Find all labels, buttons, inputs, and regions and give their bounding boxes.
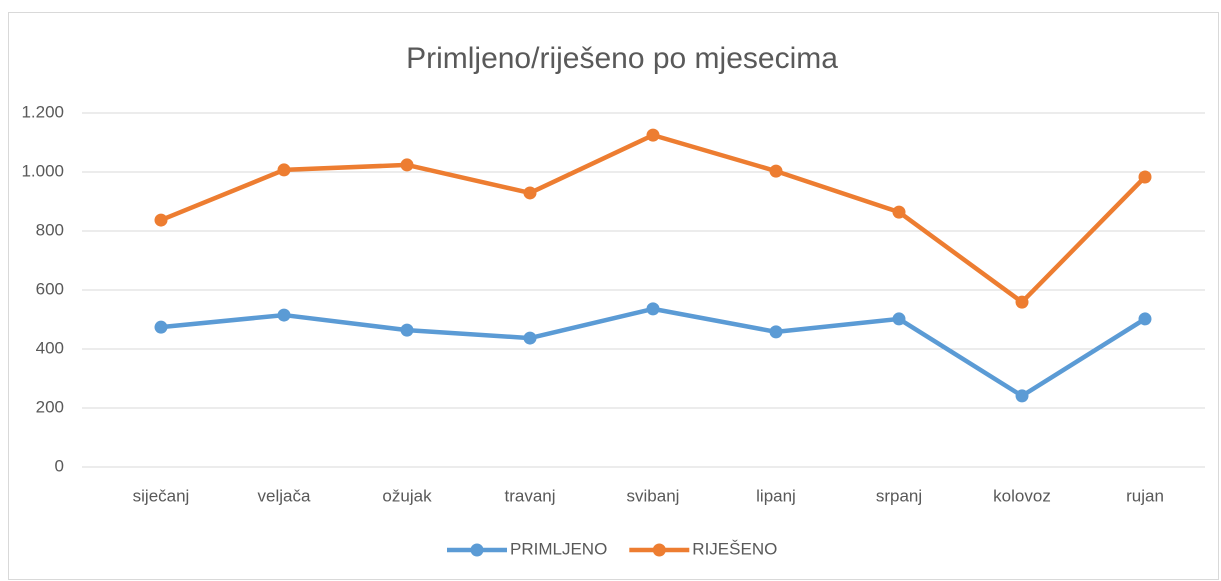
data-point (400, 158, 414, 172)
x-tick-label: travanj (504, 486, 555, 505)
y-tick-label: 1.200 (21, 102, 64, 121)
x-tick-label: kolovoz (993, 486, 1051, 505)
data-point (523, 186, 537, 200)
data-point (523, 331, 537, 345)
data-point (1138, 312, 1152, 326)
data-point (154, 213, 168, 227)
data-point (400, 323, 414, 337)
data-point (892, 205, 906, 219)
x-tick-label: srpanj (876, 486, 922, 505)
x-tick-label: svibanj (627, 486, 680, 505)
x-tick-label: rujan (1126, 486, 1164, 505)
data-point (769, 164, 783, 178)
x-tick-label: ožujak (382, 486, 432, 505)
y-tick-label: 200 (36, 397, 64, 416)
legend-marker (652, 543, 666, 557)
data-point (1138, 170, 1152, 184)
y-tick-label: 600 (36, 279, 64, 298)
legend-label: RIJEŠENO (692, 539, 777, 558)
data-point (1015, 295, 1029, 309)
y-tick-label: 1.000 (21, 161, 64, 180)
y-tick-label: 400 (36, 338, 64, 357)
legend-label: PRIMLJENO (510, 539, 607, 558)
x-tick-label: lipanj (756, 486, 796, 505)
data-point (154, 320, 168, 334)
y-tick-label: 0 (55, 456, 64, 475)
x-tick-label: veljača (258, 486, 311, 505)
chart-title: Primljeno/riješeno po mjesecima (406, 42, 838, 75)
x-tick-label: siječanj (133, 486, 190, 505)
data-point (277, 308, 291, 322)
data-point (646, 302, 660, 316)
legend-marker (470, 543, 484, 557)
data-point (769, 325, 783, 339)
y-tick-label: 800 (36, 220, 64, 239)
data-point (646, 128, 660, 142)
data-point (277, 163, 291, 177)
data-point (892, 312, 906, 326)
data-point (1015, 389, 1029, 403)
